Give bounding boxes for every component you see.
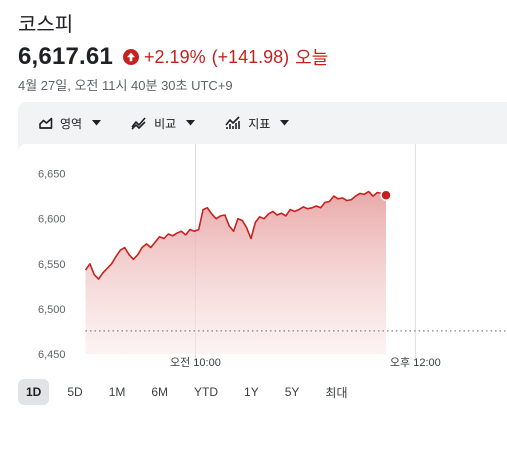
range-button-0[interactable]: 1D <box>18 379 50 405</box>
indicators-icon <box>225 116 240 129</box>
price-chart: 6,650 6,600 6,550 6,500 6,450 오전 10:00 오후 12:0… <box>38 144 507 369</box>
chart-toolbar: 영역 비교 지표 <box>18 102 507 144</box>
chevron-down-icon <box>186 120 196 126</box>
range-button-5[interactable]: 1Y <box>244 385 259 399</box>
price-change: +2.19% (+141.98) 오늘 <box>123 44 328 70</box>
y-tick-label: 6,650 <box>38 169 66 181</box>
chart-panel: 영역 비교 지표 6,650 6,600 6,550 6,500 6,450 오전 10:… <box>18 102 507 468</box>
range-button-2[interactable]: 1M <box>108 385 126 399</box>
y-tick-label: 6,600 <box>38 214 66 226</box>
arrow-up-circle-icon <box>123 49 140 65</box>
range-selector: 1D 5D 1M 6M YTD 1Y 5Y 최대 <box>18 377 366 407</box>
range-button-7[interactable]: 최대 <box>325 385 348 400</box>
x-tick-label: 오후 12:00 <box>390 356 441 369</box>
change-percent: +2.19% <box>144 46 206 67</box>
compare-label: 비교 <box>154 116 177 131</box>
area-chart-icon <box>39 117 53 129</box>
chevron-down-icon <box>92 120 102 126</box>
chart-area: 6,650 6,600 6,550 6,500 6,450 오전 10:00 오후 12:0… <box>18 144 507 468</box>
current-price: 6,617.61 <box>18 43 114 70</box>
compare-button[interactable]: 비교 <box>131 108 196 138</box>
y-tick-label: 6,450 <box>38 349 66 361</box>
range-button-4[interactable]: YTD <box>194 385 219 399</box>
price-area-fill <box>85 191 387 354</box>
x-tick-label: 오전 10:00 <box>170 356 221 369</box>
indicators-label: 지표 <box>248 116 271 131</box>
y-tick-label: 6,500 <box>38 304 66 316</box>
range-button-1[interactable]: 5D <box>67 385 83 399</box>
change-period: 오늘 <box>295 48 329 68</box>
quote-timestamp: 4월 27일, 오전 11시 40분 30초 UTC+9 <box>18 78 233 93</box>
current-price-dot <box>380 189 392 201</box>
price-row: 6,617.61 +2.19% (+141.98) 오늘 <box>18 42 328 72</box>
indicators-button[interactable]: 지표 <box>225 108 290 138</box>
y-tick-label: 6,550 <box>38 259 66 271</box>
area-chart-button[interactable]: 영역 <box>39 108 102 138</box>
area-chart-label: 영역 <box>60 116 83 131</box>
chevron-down-icon <box>280 120 290 126</box>
price-line <box>84 190 387 280</box>
compare-icon <box>131 117 146 130</box>
range-button-3[interactable]: 6M <box>151 385 169 399</box>
stock-name: 코스피 <box>18 14 74 36</box>
range-button-6[interactable]: 5Y <box>284 385 300 399</box>
change-absolute: (+141.98) <box>211 46 290 67</box>
